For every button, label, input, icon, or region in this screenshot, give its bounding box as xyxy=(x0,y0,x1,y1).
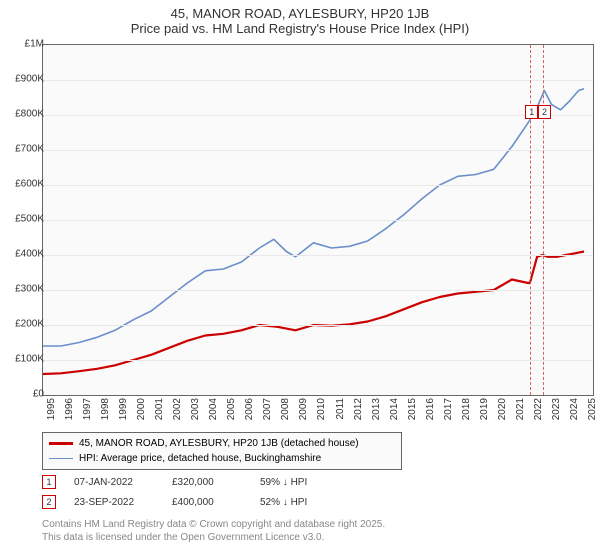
x-tick-label: 2009 xyxy=(298,398,309,428)
chart-container: 45, MANOR ROAD, AYLESBURY, HP20 1JB Pric… xyxy=(0,0,600,560)
x-tick-label: 2002 xyxy=(172,398,183,428)
x-tick-label: 1995 xyxy=(46,398,57,428)
x-tick-label: 2021 xyxy=(515,398,526,428)
series-price_paid xyxy=(43,252,584,375)
x-tick-label: 2024 xyxy=(569,398,580,428)
x-tick-label: 2022 xyxy=(533,398,544,428)
event-marker-2: 2 xyxy=(42,495,56,509)
x-tick-label: 2007 xyxy=(262,398,273,428)
y-tick-label: £100K xyxy=(4,354,44,365)
x-tick-label: 2006 xyxy=(244,398,255,428)
x-tick-label: 1999 xyxy=(118,398,129,428)
event-date-2: 23-SEP-2022 xyxy=(74,497,154,508)
x-tick-label: 2008 xyxy=(280,398,291,428)
x-tick-label: 2019 xyxy=(479,398,490,428)
chart-marker: 1 xyxy=(525,105,538,119)
x-tick-label: 2000 xyxy=(136,398,147,428)
x-tick-label: 1998 xyxy=(100,398,111,428)
y-tick-label: £700K xyxy=(4,144,44,155)
x-tick-label: 2014 xyxy=(389,398,400,428)
event-date-1: 07-JAN-2022 xyxy=(74,477,154,488)
series-hpi xyxy=(43,89,584,346)
chart-marker: 2 xyxy=(538,105,551,119)
events-block: 1 07-JAN-2022 £320,000 59% ↓ HPI 2 23-SE… xyxy=(42,472,360,512)
event-pct-1: 59% ↓ HPI xyxy=(260,477,360,488)
x-tick-label: 2001 xyxy=(154,398,165,428)
x-tick-label: 2023 xyxy=(551,398,562,428)
event-row-2: 2 23-SEP-2022 £400,000 52% ↓ HPI xyxy=(42,492,360,512)
title-line-1: 45, MANOR ROAD, AYLESBURY, HP20 1JB xyxy=(0,6,600,21)
y-tick-label: £400K xyxy=(4,249,44,260)
event-marker-1: 1 xyxy=(42,475,56,489)
title-line-2: Price paid vs. HM Land Registry's House … xyxy=(0,21,600,36)
legend-label-1: 45, MANOR ROAD, AYLESBURY, HP20 1JB (det… xyxy=(79,438,359,449)
chart-inner: 12 xyxy=(43,45,593,395)
x-tick-label: 2004 xyxy=(208,398,219,428)
y-tick-label: £300K xyxy=(4,284,44,295)
y-tick-label: £0 xyxy=(4,389,44,400)
x-tick-label: 2025 xyxy=(587,398,598,428)
footer-block: Contains HM Land Registry data © Crown c… xyxy=(42,518,385,544)
y-tick-label: £800K xyxy=(4,109,44,120)
x-tick-label: 2013 xyxy=(371,398,382,428)
x-tick-label: 2010 xyxy=(316,398,327,428)
x-tick-label: 2005 xyxy=(226,398,237,428)
legend-box: 45, MANOR ROAD, AYLESBURY, HP20 1JB (det… xyxy=(42,432,402,470)
legend-swatch-2 xyxy=(49,458,73,460)
y-tick-label: £200K xyxy=(4,319,44,330)
x-tick-label: 2016 xyxy=(425,398,436,428)
x-tick-label: 2015 xyxy=(407,398,418,428)
x-tick-label: 2017 xyxy=(443,398,454,428)
legend-row-1: 45, MANOR ROAD, AYLESBURY, HP20 1JB (det… xyxy=(49,436,395,451)
title-block: 45, MANOR ROAD, AYLESBURY, HP20 1JB Pric… xyxy=(0,0,600,36)
footer-line-1: Contains HM Land Registry data © Crown c… xyxy=(42,518,385,531)
chart-area: 12 xyxy=(42,44,594,396)
x-tick-label: 1997 xyxy=(82,398,93,428)
x-tick-label: 2020 xyxy=(497,398,508,428)
event-price-2: £400,000 xyxy=(172,497,242,508)
y-tick-label: £900K xyxy=(4,74,44,85)
legend-swatch-1 xyxy=(49,442,73,444)
legend-label-2: HPI: Average price, detached house, Buck… xyxy=(79,453,321,464)
footer-line-2: This data is licensed under the Open Gov… xyxy=(42,531,385,544)
x-tick-label: 2018 xyxy=(461,398,472,428)
y-tick-label: £500K xyxy=(4,214,44,225)
legend-row-2: HPI: Average price, detached house, Buck… xyxy=(49,451,395,466)
event-pct-2: 52% ↓ HPI xyxy=(260,497,360,508)
x-tick-label: 1996 xyxy=(64,398,75,428)
event-row-1: 1 07-JAN-2022 £320,000 59% ↓ HPI xyxy=(42,472,360,492)
y-tick-label: £600K xyxy=(4,179,44,190)
x-tick-label: 2012 xyxy=(353,398,364,428)
x-tick-label: 2011 xyxy=(335,398,346,428)
x-tick-label: 2003 xyxy=(190,398,201,428)
y-tick-label: £1M xyxy=(4,39,44,50)
event-price-1: £320,000 xyxy=(172,477,242,488)
